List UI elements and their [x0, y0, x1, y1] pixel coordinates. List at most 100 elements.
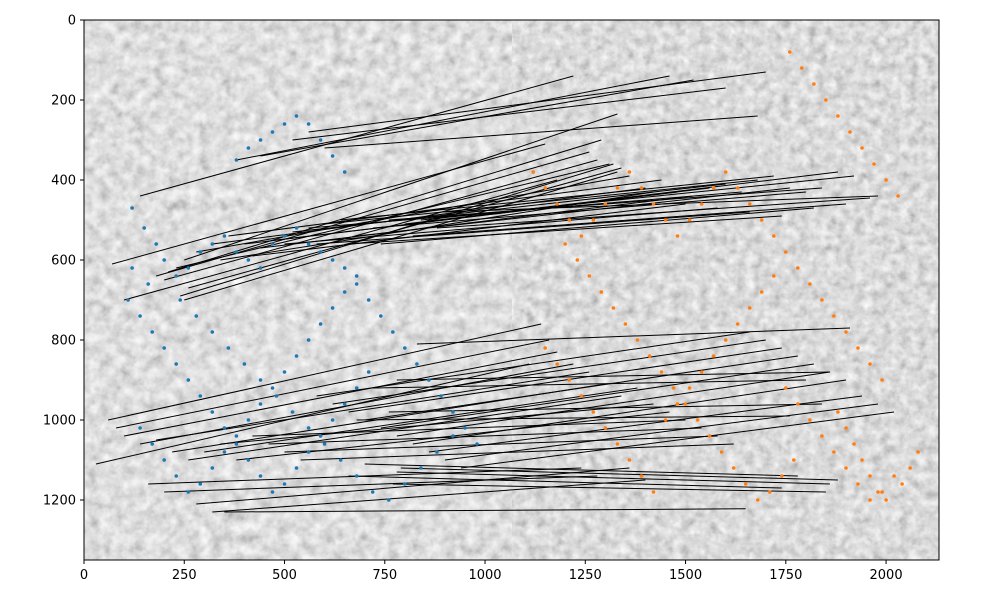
match-line-6	[168, 139, 602, 273]
keypoint-0-0	[130, 206, 134, 210]
keypoint-1-30	[543, 346, 547, 350]
keypoint-1-59	[892, 474, 896, 478]
keypoint-1-21	[784, 250, 788, 254]
keypoint-1-29	[880, 378, 884, 382]
keypoint-1-79	[671, 386, 676, 390]
match-line-78	[388, 403, 822, 413]
keypoint-0-69	[366, 370, 371, 374]
keypoint-0-91	[322, 442, 327, 446]
y-tick-label-1000: 1000	[43, 414, 76, 429]
keypoint-1-60	[788, 50, 792, 54]
y-axis: 0 200 400 600 800 1000 1200	[43, 14, 84, 509]
match-line-2	[111, 143, 546, 265]
match-line-57	[348, 347, 782, 413]
keypoint-0-82	[178, 298, 182, 302]
keypoint-0-70	[234, 158, 239, 162]
match-line-21	[404, 171, 838, 225]
keypoint-0-47	[451, 410, 455, 414]
keypoint-0-29	[234, 442, 239, 446]
match-line-5	[184, 171, 618, 301]
match-line-7	[176, 163, 610, 269]
keypoint-0-57	[222, 450, 227, 454]
keypoint-1-32	[567, 378, 571, 382]
keypoint-1-68	[884, 178, 888, 182]
keypoint-1-53	[820, 434, 824, 438]
keypoint-0-53	[174, 474, 178, 478]
match-line-12	[260, 195, 694, 249]
keypoint-1-43	[699, 370, 704, 374]
keypoint-1-95	[876, 490, 880, 494]
keypoint-0-35	[306, 338, 311, 342]
match-line-62	[428, 395, 863, 453]
keypoint-0-75	[294, 114, 299, 118]
x-tick-label-1500: 1500	[669, 568, 702, 583]
match-line-71	[392, 483, 826, 493]
keypoint-1-27	[856, 346, 860, 350]
keypoint-0-26	[198, 394, 203, 398]
x-tick-label-1250: 1250	[569, 568, 602, 583]
keypoint-0-43	[403, 346, 407, 350]
keypoint-0-5	[186, 266, 191, 270]
keypoint-0-39	[354, 282, 359, 286]
keypoint-0-83	[194, 314, 199, 318]
keypoint-1-9	[639, 186, 644, 190]
keypoint-0-22	[150, 330, 154, 334]
match-line-40	[107, 323, 542, 421]
keypoint-1-54	[832, 450, 836, 454]
match-line-19	[372, 191, 806, 229]
keypoint-0-41	[379, 314, 383, 318]
keypoint-1-42	[687, 386, 692, 390]
keypoint-1-83	[719, 450, 724, 454]
keypoint-1-28	[868, 362, 872, 366]
keypoint-1-24	[820, 298, 824, 302]
match-line-1	[184, 113, 618, 261]
keypoint-0-24	[174, 362, 178, 366]
keypoint-1-5	[591, 218, 596, 222]
keypoint-0-28	[222, 426, 227, 430]
keypoint-1-63	[824, 98, 828, 102]
keypoint-1-67	[872, 162, 876, 166]
keypoint-0-11	[258, 266, 263, 270]
keypoint-0-60	[258, 474, 263, 478]
keypoint-0-63	[294, 466, 299, 470]
keypoint-1-50	[784, 386, 788, 390]
match-line-51	[252, 419, 686, 437]
match-line-28	[220, 191, 654, 261]
x-tick-label-750: 750	[372, 568, 397, 583]
keypoint-1-75	[623, 322, 628, 326]
y-tick-label-0: 0	[68, 14, 76, 29]
y-tick-label-200: 200	[51, 94, 76, 109]
keypoint-1-13	[687, 218, 692, 222]
keypoint-1-15	[711, 186, 716, 190]
keypoint-1-25	[832, 314, 836, 318]
keypoint-0-7	[210, 242, 215, 246]
match-line-34	[412, 203, 847, 237]
keypoint-1-87	[768, 490, 772, 494]
keypoint-1-17	[735, 186, 740, 190]
keypoint-0-88	[274, 394, 279, 398]
x-tick-label-1000: 1000	[468, 568, 501, 583]
keypoint-1-96	[884, 498, 888, 502]
keypoint-1-26	[844, 330, 848, 334]
keypoint-0-58	[234, 434, 239, 438]
match-line-22	[420, 175, 855, 221]
keypoint-0-45	[427, 378, 431, 382]
keypoint-0-96	[403, 482, 407, 486]
keypoint-1-41	[675, 402, 680, 406]
match-line-61	[412, 379, 847, 445]
keypoint-0-74	[282, 122, 287, 126]
keypoint-1-31	[555, 362, 559, 366]
keypoint-0-93	[354, 474, 359, 478]
match-line-13	[276, 187, 710, 241]
keypoint-1-86	[755, 498, 760, 502]
keypoint-0-15	[306, 242, 311, 246]
keypoint-0-6	[198, 250, 203, 254]
keypoint-1-76	[635, 338, 640, 342]
keypoint-0-81	[146, 282, 150, 286]
keypoint-1-92	[852, 442, 856, 446]
keypoint-1-8	[627, 170, 632, 174]
keypoint-0-59	[246, 458, 251, 462]
match-line-53	[284, 435, 718, 453]
keypoint-0-4	[174, 274, 178, 278]
keypoint-1-49	[772, 274, 776, 278]
